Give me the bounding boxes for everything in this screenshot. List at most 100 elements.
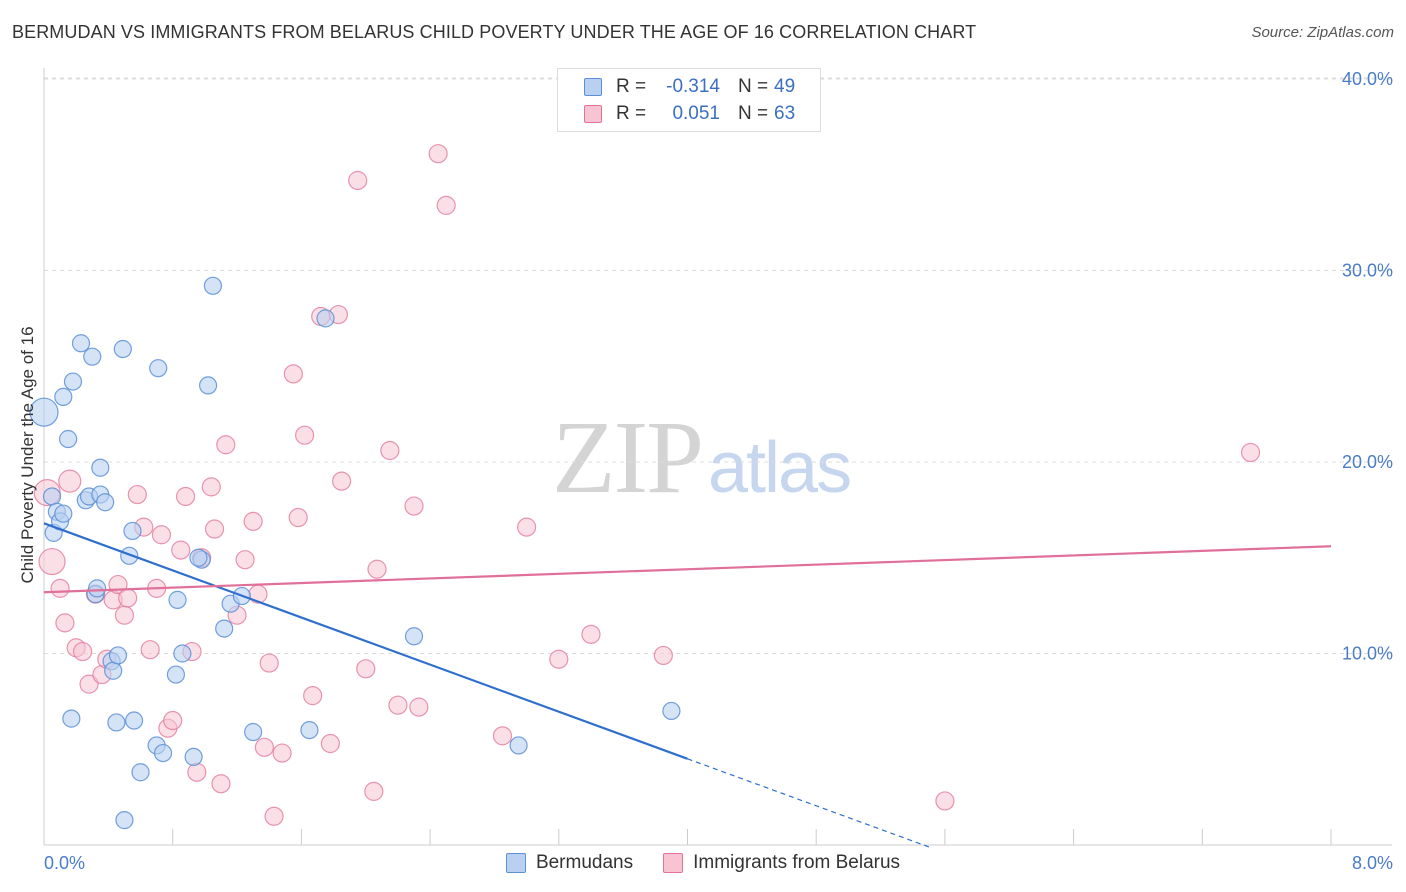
data-point-pink bbox=[264, 806, 284, 826]
data-point-pink bbox=[380, 440, 400, 461]
data-point-blue bbox=[168, 590, 187, 609]
data-point-pink bbox=[118, 588, 138, 608]
data-point-pink bbox=[436, 195, 456, 215]
watermark: ZIPatlas bbox=[552, 398, 852, 517]
data-point-pink bbox=[303, 686, 323, 706]
data-point-pink bbox=[517, 517, 537, 537]
data-point-pink bbox=[1240, 442, 1261, 463]
data-point-blue bbox=[29, 397, 59, 427]
series-legend-pink: Immigrants from Belarus bbox=[663, 852, 900, 874]
legend-row-blue: R = -0.314 N = 49 bbox=[584, 75, 795, 99]
series-legend-blue: Bermudans bbox=[505, 852, 634, 874]
data-point-blue bbox=[91, 458, 110, 477]
data-point-blue bbox=[96, 493, 115, 512]
data-point-pink bbox=[38, 547, 66, 576]
data-point-blue bbox=[124, 711, 144, 730]
data-point-blue bbox=[198, 376, 218, 395]
data-point-pink bbox=[581, 624, 601, 644]
chart-title: BERMUDAN VS IMMIGRANTS FROM BELARUS CHIL… bbox=[12, 22, 977, 42]
data-point-pink bbox=[653, 645, 673, 666]
data-point-pink bbox=[295, 425, 315, 445]
data-point-blue bbox=[54, 504, 73, 523]
y-tick-labels: 10.0% 20.0% 30.0% 40.0% bbox=[1342, 69, 1393, 664]
legend-r-label: R = bbox=[616, 103, 647, 124]
data-point-pink bbox=[235, 550, 255, 570]
trend-line-blue bbox=[43, 522, 688, 760]
trend-line-blue-extension bbox=[687, 758, 930, 848]
legend-row-pink: R = 0.051 N = 63 bbox=[584, 102, 795, 126]
data-point-pink bbox=[367, 559, 387, 579]
x-tick-labels: 0.0% 8.0% bbox=[44, 853, 1393, 873]
data-point-blue bbox=[108, 646, 128, 665]
data-point-pink bbox=[272, 743, 292, 763]
data-point-pink bbox=[73, 641, 93, 662]
series-label-blue: Bermudans bbox=[535, 852, 634, 873]
pink-series-points bbox=[33, 144, 1261, 826]
series-swatch-pink bbox=[663, 853, 684, 873]
data-point-blue bbox=[54, 387, 73, 406]
x-tick-label: 0.0% bbox=[44, 853, 85, 873]
legend-n-label: N = bbox=[738, 76, 769, 97]
data-point-blue bbox=[184, 747, 203, 767]
data-point-blue bbox=[83, 347, 102, 366]
data-point-blue bbox=[131, 763, 150, 782]
data-point-blue bbox=[59, 429, 78, 449]
data-point-pink bbox=[356, 659, 376, 679]
data-point-pink bbox=[127, 484, 147, 505]
data-point-pink bbox=[55, 613, 75, 633]
legend-r-value: -0.314 bbox=[666, 76, 720, 97]
data-point-blue bbox=[87, 579, 107, 598]
data-point-pink bbox=[549, 649, 569, 669]
legend-r-label: R = bbox=[616, 76, 647, 97]
watermark-atlas: atlas bbox=[708, 428, 852, 508]
y-tick-label: 10.0% bbox=[1342, 644, 1393, 664]
data-point-pink bbox=[201, 477, 221, 497]
series-label-pink: Immigrants from Belarus bbox=[693, 852, 901, 873]
data-point-pink bbox=[58, 469, 82, 493]
data-point-pink bbox=[50, 578, 70, 598]
data-point-pink bbox=[171, 540, 191, 560]
data-point-blue bbox=[115, 811, 134, 830]
data-point-blue bbox=[215, 619, 234, 638]
data-point-pink bbox=[216, 435, 236, 455]
data-point-blue bbox=[123, 521, 142, 541]
legend-r-value: 0.051 bbox=[672, 103, 720, 124]
x-tick-label: 8.0% bbox=[1352, 853, 1393, 873]
data-point-pink bbox=[211, 774, 231, 794]
trend-lines bbox=[43, 522, 1332, 848]
y-tick-label: 30.0% bbox=[1342, 261, 1393, 281]
data-point-blue bbox=[62, 709, 81, 728]
data-point-pink bbox=[283, 364, 303, 384]
data-point-pink bbox=[175, 486, 196, 507]
data-point-pink bbox=[254, 737, 274, 757]
data-point-blue bbox=[404, 627, 424, 646]
data-point-pink bbox=[404, 496, 424, 516]
data-point-blue bbox=[203, 276, 223, 295]
legend-n-value: 49 bbox=[774, 76, 796, 97]
data-point-pink bbox=[388, 695, 408, 715]
blue-series-points bbox=[29, 276, 681, 830]
data-point-pink bbox=[492, 726, 513, 746]
data-point-pink bbox=[79, 674, 99, 694]
trend-line-pink bbox=[43, 545, 1332, 594]
data-point-blue bbox=[153, 743, 173, 763]
data-point-pink bbox=[187, 762, 207, 782]
data-point-blue bbox=[244, 722, 263, 742]
y-axis-title: Child Poverty Under the Age of 16 bbox=[18, 326, 37, 583]
legend-n-value: 63 bbox=[774, 103, 796, 124]
data-point-pink bbox=[348, 170, 368, 191]
data-point-blue bbox=[104, 661, 123, 680]
watermark-zip: ZIP bbox=[552, 400, 704, 515]
series-legend: Bermudans Immigrants from Belarus bbox=[0, 852, 1406, 874]
data-point-blue bbox=[509, 736, 528, 755]
data-point-blue bbox=[300, 720, 319, 740]
data-point-pink bbox=[288, 507, 308, 528]
data-point-pink bbox=[332, 471, 352, 491]
data-point-pink bbox=[140, 640, 160, 660]
data-point-blue bbox=[63, 372, 83, 391]
data-point-pink bbox=[163, 710, 183, 731]
data-point-pink bbox=[364, 781, 384, 801]
series-swatch-blue bbox=[505, 853, 526, 873]
data-point-blue bbox=[107, 713, 126, 732]
